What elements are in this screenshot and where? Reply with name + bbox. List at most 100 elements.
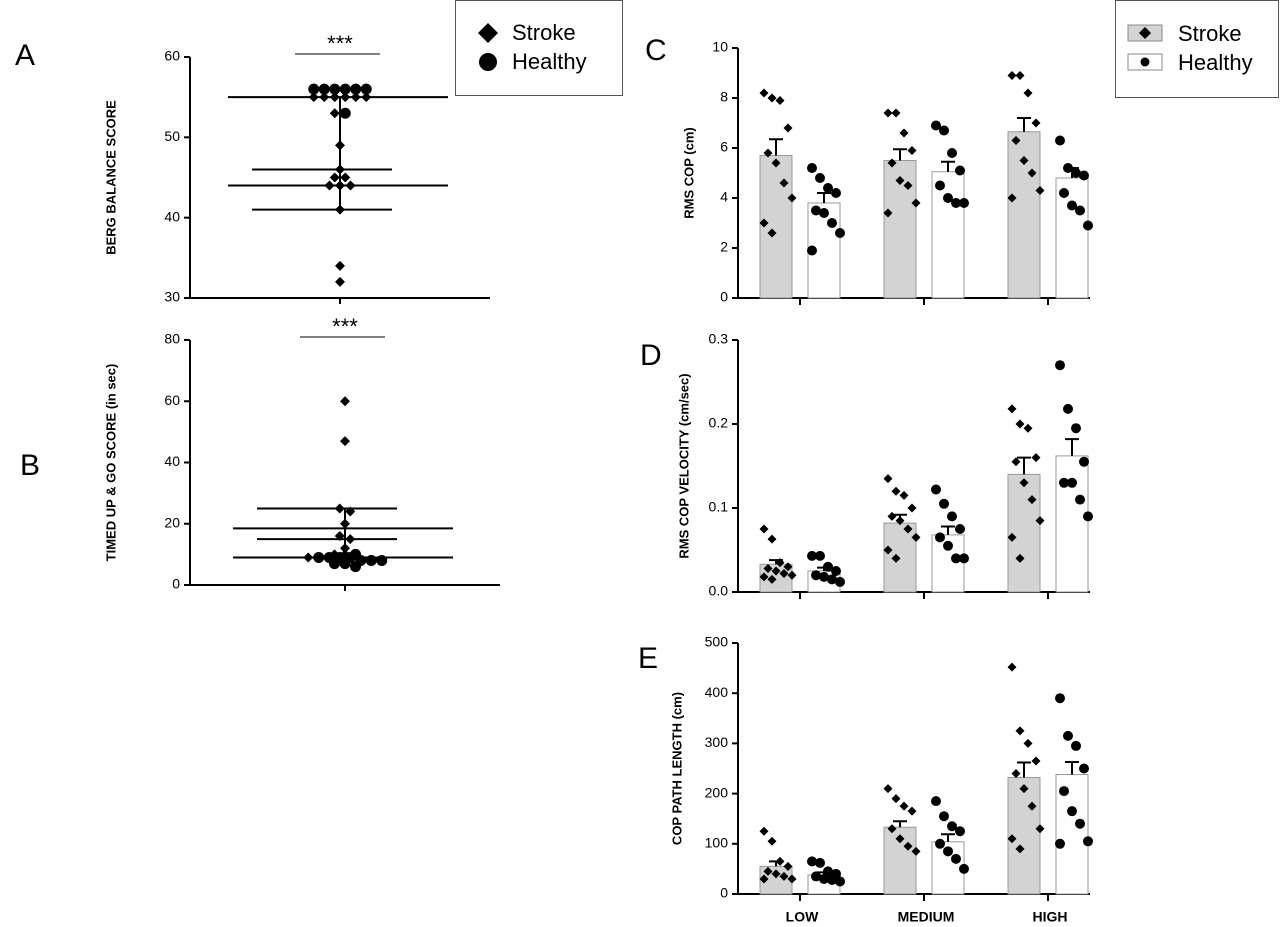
data-point <box>939 498 949 509</box>
panel-label: C <box>645 34 667 67</box>
data-point <box>1035 824 1045 834</box>
y-tick-label: 2 <box>720 239 728 255</box>
y-tick-label: 0 <box>720 885 728 901</box>
data-point <box>1015 71 1025 80</box>
y-tick-label: 500 <box>705 634 729 650</box>
data-point <box>899 128 909 138</box>
error-bar <box>1017 456 1031 475</box>
data-point <box>1059 188 1069 198</box>
data-point <box>887 824 897 834</box>
legend-label: Stroke <box>512 20 576 45</box>
data-point <box>771 566 781 576</box>
data-point <box>807 163 817 173</box>
data-point <box>759 572 769 582</box>
y-tick-label: 0.3 <box>709 331 729 347</box>
data-point <box>1063 403 1073 414</box>
data-point <box>779 178 789 188</box>
data-point <box>1071 168 1081 178</box>
data-point <box>1015 726 1025 736</box>
data-point <box>340 172 351 183</box>
data-point <box>1011 457 1021 467</box>
data-point <box>887 511 897 521</box>
y-tick-label: 0.2 <box>709 415 729 431</box>
data-point <box>827 218 837 228</box>
data-point <box>1071 423 1081 434</box>
y-tick-label: 4 <box>720 189 728 205</box>
y-axis-label: COP PATH LENGTH (cm) <box>669 692 684 845</box>
data-point <box>811 205 821 216</box>
data-point <box>891 553 901 563</box>
error-bar <box>817 192 831 203</box>
data-point <box>763 148 773 158</box>
data-point <box>883 108 893 118</box>
data-point <box>955 524 965 534</box>
bar <box>759 155 793 299</box>
data-point <box>903 841 913 851</box>
data-point <box>319 92 330 103</box>
error-bar <box>941 833 955 842</box>
data-point <box>891 794 901 804</box>
data-point <box>787 193 797 203</box>
data-point <box>823 866 833 877</box>
error-bar <box>893 820 907 828</box>
data-point <box>318 83 330 95</box>
data-point <box>329 92 340 103</box>
data-point <box>887 158 897 168</box>
data-point <box>335 260 345 271</box>
data-point <box>827 874 837 885</box>
data-point <box>1083 220 1093 231</box>
data-point <box>1079 763 1089 774</box>
y-tick-label: 50 <box>164 128 180 144</box>
data-point <box>340 436 350 447</box>
data-point <box>1055 693 1065 704</box>
data-point <box>1075 205 1085 216</box>
data-point <box>895 516 905 526</box>
data-point <box>759 874 769 884</box>
data-point <box>1019 784 1029 794</box>
data-point <box>1015 553 1025 563</box>
data-point <box>815 173 825 183</box>
y-tick-label: 100 <box>705 835 729 851</box>
data-point <box>340 543 350 554</box>
legend-label: Healthy <box>1178 50 1253 75</box>
legend-box <box>455 0 623 96</box>
data-point <box>335 140 345 151</box>
y-tick-label: 40 <box>164 208 180 224</box>
data-point <box>931 484 941 495</box>
data-point <box>943 846 953 857</box>
data-point <box>759 218 769 228</box>
data-point <box>1011 136 1021 145</box>
data-point <box>811 871 821 882</box>
data-point <box>376 555 388 566</box>
y-axis-label: RMS COP (cm) <box>681 127 696 219</box>
data-point <box>308 92 319 103</box>
legend-marker <box>479 53 497 71</box>
data-point <box>835 576 845 587</box>
error-bar <box>893 148 907 161</box>
data-point <box>911 532 921 542</box>
bar <box>1055 177 1089 299</box>
data-point <box>767 836 777 846</box>
data-point <box>1023 423 1033 433</box>
data-point <box>1007 532 1017 542</box>
data-point <box>783 123 793 133</box>
data-point <box>1007 71 1017 80</box>
data-point <box>903 181 913 190</box>
y-tick-label: 0.1 <box>709 499 729 515</box>
data-point <box>883 474 893 484</box>
data-point <box>947 148 957 158</box>
data-point <box>931 796 941 807</box>
data-point <box>1063 730 1073 741</box>
data-point <box>335 164 345 175</box>
data-point <box>303 552 314 563</box>
data-point <box>783 861 793 871</box>
data-point <box>827 574 837 585</box>
data-point <box>787 570 797 580</box>
data-point <box>1023 738 1033 748</box>
data-point <box>807 856 817 867</box>
data-point <box>771 158 781 168</box>
data-point <box>951 198 961 208</box>
data-point <box>345 534 356 545</box>
data-point <box>340 518 350 529</box>
